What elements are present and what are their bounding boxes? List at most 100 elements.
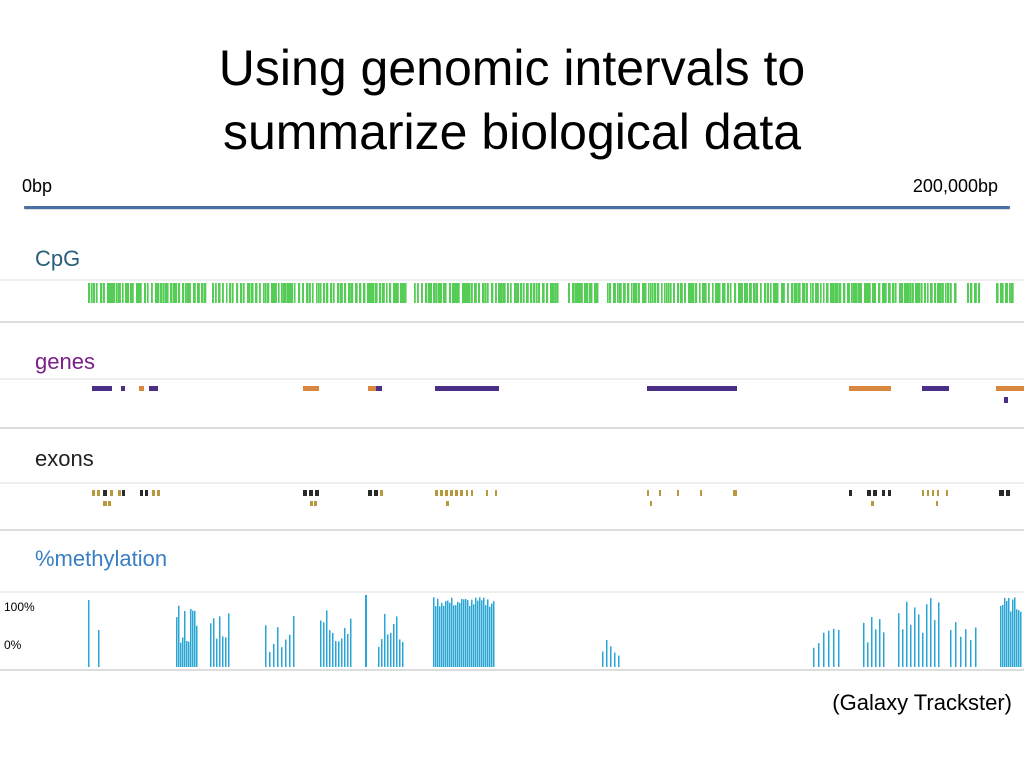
cpg-feature: [719, 283, 721, 303]
cpg-feature: [851, 283, 853, 303]
cpg-feature: [589, 283, 592, 303]
exon-feature: [936, 501, 938, 506]
methylation-bar: [390, 632, 392, 667]
cpg-feature: [285, 283, 287, 303]
exon-feature: [440, 490, 443, 496]
cpg-feature: [804, 283, 806, 303]
methylation-bar: [1020, 611, 1022, 667]
methylation-bar: [457, 601, 459, 667]
cpg-feature: [138, 283, 141, 303]
cpg-feature: [240, 283, 243, 303]
exon-feature: [450, 490, 453, 496]
methylation-bar: [338, 641, 340, 667]
cpg-feature: [550, 283, 553, 303]
cpg-feature: [232, 283, 234, 303]
methylation-bar: [451, 597, 453, 667]
cpg-feature: [744, 283, 747, 303]
cpg-feature: [798, 283, 801, 303]
cpg-feature: [796, 283, 798, 303]
methylation-bar: [459, 602, 461, 667]
methylation-bar: [293, 615, 295, 667]
cpg-feature: [945, 283, 947, 303]
cpg-feature: [212, 283, 214, 303]
cpg-feature: [397, 283, 399, 303]
methylation-bar: [341, 638, 343, 667]
methylation-bar: [1004, 597, 1006, 667]
cpg-feature: [291, 283, 294, 303]
cpg-feature: [127, 283, 130, 303]
methylation-bar: [1014, 597, 1016, 667]
cpg-feature: [130, 283, 133, 303]
methylation-bar: [1008, 598, 1010, 667]
cpg-feature: [93, 283, 96, 303]
cpg-feature: [906, 283, 909, 303]
cpg-feature: [111, 283, 114, 303]
cpg-feature: [892, 283, 895, 303]
cpg-feature: [908, 283, 910, 303]
cpg-feature: [760, 283, 762, 303]
cpg-feature: [950, 283, 952, 303]
methylation-bar: [447, 600, 449, 667]
exon-feature: [650, 501, 652, 506]
methylation-bar: [178, 605, 180, 667]
cpg-feature: [996, 283, 999, 303]
cpg-feature: [874, 283, 877, 303]
exon-feature: [466, 490, 468, 496]
cpg-feature: [218, 283, 221, 303]
cpg-feature: [316, 283, 318, 303]
cpg-feature: [136, 283, 139, 303]
cpg-feature: [702, 283, 705, 303]
cpg-feature: [724, 283, 726, 303]
exon-feature: [103, 490, 107, 496]
methylation-bar: [285, 639, 287, 667]
methylation-bar: [186, 640, 188, 667]
cpg-feature: [88, 283, 91, 303]
methylation-bar: [473, 604, 475, 667]
cpg-feature: [514, 283, 517, 303]
methylation-bar: [1000, 605, 1002, 667]
exon-feature: [315, 490, 319, 496]
cpg-feature: [939, 283, 942, 303]
exon-feature: [92, 490, 95, 496]
methylation-bar: [326, 610, 328, 667]
cpg-feature: [116, 283, 118, 303]
exon-feature: [888, 490, 891, 496]
cpg-feature: [740, 283, 743, 303]
cpg-feature: [140, 283, 142, 303]
cpg-feature: [487, 283, 489, 303]
cpg-feature: [781, 283, 784, 303]
methylation-bar: [387, 634, 389, 667]
methylation-bar: [335, 641, 337, 667]
cpg-feature: [157, 283, 160, 303]
cpg-feature: [617, 283, 619, 303]
cpg-feature: [306, 283, 309, 303]
cpg-feature: [275, 283, 277, 303]
cpg-feature: [884, 283, 887, 303]
cpg-feature: [118, 283, 121, 303]
exon-feature: [108, 501, 111, 506]
gene-feature: [303, 386, 319, 391]
cpg-feature: [967, 283, 970, 303]
cpg-feature: [855, 283, 858, 303]
methylation-bar: [182, 637, 184, 667]
exon-feature: [882, 490, 885, 496]
cpg-feature: [454, 283, 457, 303]
cpg-feature: [934, 283, 937, 303]
methylation-bar: [399, 639, 401, 667]
cpg-feature: [526, 283, 529, 303]
methylation-bar: [329, 630, 331, 667]
cpg-feature: [756, 283, 759, 303]
cpg-feature: [468, 283, 471, 303]
exon-feature: [946, 490, 948, 496]
exon-feature: [659, 490, 661, 496]
cpg-feature: [552, 283, 555, 303]
cpg-feature: [263, 283, 265, 303]
methylation-bars: [88, 595, 1022, 667]
cpg-feature: [320, 283, 322, 303]
cpg-feature: [289, 283, 292, 303]
cpg-feature: [623, 283, 626, 303]
cpg-feature: [912, 283, 914, 303]
cpg-feature: [868, 283, 871, 303]
cpg-feature: [485, 283, 487, 303]
cpg-feature: [661, 283, 663, 303]
